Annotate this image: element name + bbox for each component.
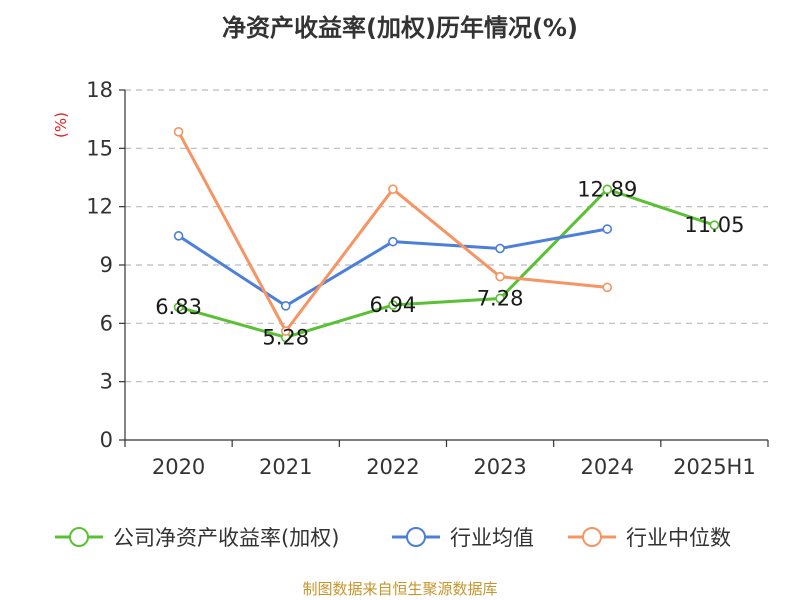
- legend-marker: [582, 527, 602, 547]
- x-tick-label: 2021: [259, 455, 312, 479]
- data-label: 6.83: [155, 295, 202, 319]
- y-unit-label: (%): [52, 112, 70, 138]
- y-tick-label: 15: [86, 136, 113, 160]
- legend[interactable]: 公司净资产收益率(加权) 行业均值 行业中位数: [55, 526, 731, 550]
- data-point: [602, 282, 613, 293]
- y-tick-label: 9: [100, 253, 113, 277]
- data-point: [388, 184, 398, 194]
- legend-item[interactable]: 公司净资产收益率(加权): [55, 526, 339, 550]
- data-point: [709, 220, 720, 230]
- source-note: 制图数据来自恒生聚源数据库: [302, 580, 498, 598]
- y-tick-label: 18: [86, 78, 113, 102]
- data-point: [388, 300, 398, 310]
- data-label: 7.28: [477, 286, 524, 310]
- axes: 0 3 6 9 12 15 18 2020 2021 2022 2023 2024 2025H1 (%): [52, 78, 769, 479]
- data-label: 5.28: [262, 325, 309, 349]
- legend-item[interactable]: 行业中位数: [568, 526, 731, 550]
- y-tick-label: 3: [100, 370, 113, 394]
- data-label: 11.05: [684, 213, 744, 237]
- data-label: 6.94: [370, 293, 417, 317]
- chart-title: 净资产收益率(加权)历年情况(%): [222, 14, 578, 42]
- grid-lines: [125, 89, 768, 383]
- data-point: [173, 231, 184, 241]
- y-tick-label: 6: [100, 311, 113, 335]
- legend-label: 行业中位数: [626, 526, 731, 550]
- legend-marker: [406, 527, 426, 547]
- data-point: [173, 302, 184, 312]
- legend-label: 行业均值: [450, 526, 534, 550]
- data-point: [602, 184, 613, 195]
- data-point: [280, 301, 291, 311]
- data-labels: 6.83 5.28 6.94 7.28 12.89 11.05: [155, 177, 744, 349]
- y-tick-label: 0: [100, 428, 113, 452]
- x-tick-label: 2024: [581, 455, 634, 479]
- series-line: [178, 187, 715, 339]
- data-point: [495, 293, 505, 304]
- x-tick-label: 2020: [152, 455, 205, 479]
- data-label: 12.89: [577, 177, 637, 201]
- x-tick-label: 2022: [366, 455, 419, 479]
- data-point: [280, 326, 291, 336]
- data-point: [495, 243, 505, 254]
- x-tick-label: 2025H1: [673, 455, 756, 479]
- legend-label: 公司净资产收益率(加权): [113, 526, 339, 550]
- x-tick-label: 2023: [473, 455, 526, 479]
- data-point: [495, 271, 505, 282]
- series-lines: [173, 127, 720, 343]
- y-tick-label: 12: [86, 195, 113, 219]
- legend-item[interactable]: 行业均值: [392, 526, 534, 550]
- legend-marker: [69, 527, 89, 547]
- data-point: [388, 236, 398, 247]
- data-point: [173, 127, 184, 137]
- data-point: [602, 224, 613, 234]
